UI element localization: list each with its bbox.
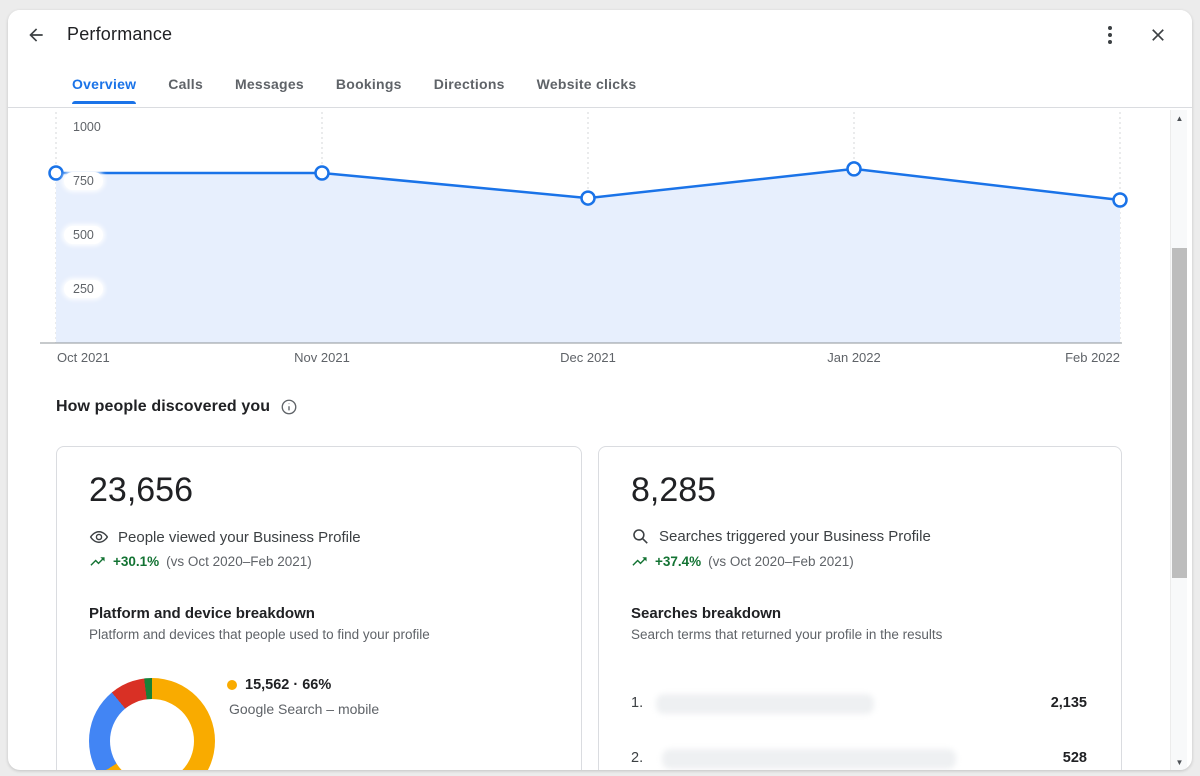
- close-button[interactable]: [1142, 19, 1174, 51]
- legend-item: 15,562 · 66%: [227, 677, 331, 693]
- platform-donut-chart[interactable]: [89, 678, 215, 770]
- trending-up-icon: [631, 553, 648, 570]
- tab-calls[interactable]: Calls: [168, 76, 203, 92]
- searches-card: 8,285 Searches triggered your Business P…: [598, 446, 1122, 770]
- searches-label-row: Searches triggered your Business Profile: [631, 527, 931, 546]
- x-axis-label: Oct 2021: [57, 350, 110, 365]
- chart-area-fill: [56, 168, 1120, 343]
- tab-bar: Overview Calls Messages Bookings Directi…: [72, 70, 636, 108]
- tab-overview[interactable]: Overview: [72, 70, 137, 108]
- y-axis-tick-750: 750: [64, 172, 103, 190]
- trending-up-icon: [89, 553, 106, 570]
- legend-dot-yellow: [227, 680, 237, 690]
- x-axis-label: Dec 2021: [560, 350, 616, 365]
- search-icon: [631, 527, 650, 546]
- more-options-button[interactable]: [1094, 19, 1126, 51]
- tab-messages[interactable]: Messages: [234, 76, 304, 92]
- y-axis-tick-1000: 1000: [64, 118, 110, 136]
- views-delta: +30.1%: [113, 554, 160, 569]
- scroll-up-arrow-icon[interactable]: ▲: [1175, 113, 1184, 123]
- section-title-row: How people discovered you: [56, 398, 298, 416]
- performance-chart[interactable]: Oct 2021 Nov 2021 Dec 2021 Jan 2022 Feb 2022…: [8, 110, 1178, 375]
- y-axis-tick-250: 250: [64, 280, 103, 298]
- views-delta-row: +30.1% (vs Oct 2020–Feb 2021): [89, 553, 312, 570]
- tab-bookings[interactable]: Bookings: [335, 76, 402, 92]
- chart-canvas[interactable]: Oct 2021 Nov 2021 Dec 2021 Jan 2022 Feb 2022: [8, 110, 1178, 375]
- searches-breakdown-subtitle: Search terms that returned your profile …: [631, 627, 943, 642]
- performance-dialog: Performance Overview Calls Messages Book…: [8, 10, 1192, 770]
- search-term-count: 2,135: [1050, 695, 1087, 711]
- data-point-dec-2021[interactable]: [580, 190, 596, 206]
- searches-label: Searches triggered your Business Profile: [659, 528, 931, 545]
- rank-label: 1.: [631, 695, 644, 711]
- rank-label: 2.: [631, 750, 644, 766]
- data-point-oct-2021[interactable]: [48, 165, 64, 181]
- close-icon: [1148, 25, 1168, 45]
- searches-value: 8,285: [631, 471, 717, 509]
- scroll-down-arrow-icon[interactable]: ▼: [1175, 757, 1184, 767]
- section-title: How people discovered you: [56, 398, 271, 415]
- data-point-nov-2021[interactable]: [314, 165, 330, 181]
- views-card: 23,656 People viewed your Business Profi…: [56, 446, 582, 770]
- tab-directions[interactable]: Directions: [433, 76, 505, 92]
- views-label: People viewed your Business Profile: [118, 528, 361, 546]
- x-axis-label: Nov 2021: [294, 350, 350, 365]
- search-term-row: 2. 528: [599, 747, 1121, 770]
- vertical-scrollbar[interactable]: ▲ ▼: [1170, 110, 1187, 770]
- legend-sublabel: Google Search – mobile: [229, 701, 380, 717]
- scrollbar-thumb[interactable]: [1172, 248, 1187, 578]
- searches-breakdown-title: Searches breakdown: [631, 605, 782, 622]
- views-delta-note: (vs Oct 2020–Feb 2021): [166, 554, 312, 569]
- searches-delta-row: +37.4% (vs Oct 2020–Feb 2021): [631, 553, 854, 570]
- eye-icon: [89, 527, 109, 547]
- back-button[interactable]: [20, 19, 52, 51]
- search-term-count: 528: [1062, 750, 1087, 766]
- redacted-search-term: [656, 694, 874, 714]
- views-value: 23,656: [89, 471, 193, 509]
- searches-delta: +37.4%: [655, 554, 702, 569]
- searches-delta-note: (vs Oct 2020–Feb 2021): [708, 554, 854, 569]
- dialog-header: Performance Overview Calls Messages Book…: [8, 10, 1192, 108]
- x-axis-label: Feb 2022: [1065, 350, 1120, 365]
- page-title: Performance: [67, 24, 173, 44]
- data-point-jan-2022[interactable]: [846, 161, 862, 177]
- views-label-row: People viewed your Business Profile: [89, 527, 361, 547]
- data-point-feb-2022[interactable]: [1112, 192, 1128, 208]
- arrow-left-icon: [26, 25, 46, 45]
- x-axis-label: Jan 2022: [827, 350, 881, 365]
- platform-breakdown-subtitle: Platform and devices that people used to…: [89, 627, 430, 642]
- platform-breakdown-title: Platform and device breakdown: [89, 605, 315, 622]
- y-axis-tick-500: 500: [64, 226, 103, 244]
- redacted-search-term: [662, 749, 956, 769]
- tab-website-clicks[interactable]: Website clicks: [536, 76, 637, 92]
- kebab-menu-icon: [1108, 26, 1112, 44]
- info-icon[interactable]: [280, 398, 298, 416]
- search-term-row: 1. 2,135: [599, 692, 1121, 716]
